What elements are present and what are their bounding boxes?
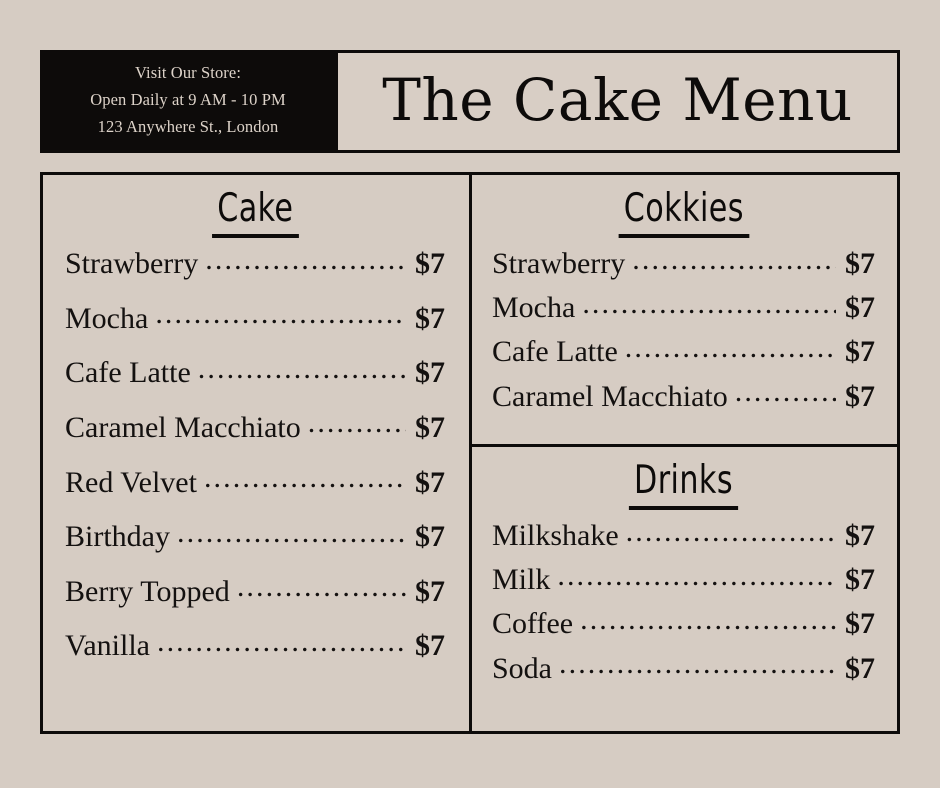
section-heading-cookies: Cokkies: [618, 187, 749, 238]
item-price: $7: [415, 465, 445, 499]
item-name: Soda: [492, 651, 552, 685]
item-name: Caramel Macchiato: [65, 411, 301, 445]
item-price: $7: [415, 247, 445, 281]
menu-row: Soda $7: [492, 650, 875, 684]
menu-row: Coffee $7: [492, 606, 875, 640]
item-name: Caramel Macchiato: [492, 379, 728, 413]
item-price: $7: [845, 651, 875, 685]
menu-row: Milk $7: [492, 562, 875, 596]
title-box: The Cake Menu: [335, 50, 900, 153]
menu-list-drinks: Milkshake $7 Milk $7 Coffee $7: [492, 518, 875, 694]
menu-row: Birthday $7: [65, 519, 445, 553]
dot-leader: [559, 650, 836, 678]
dot-leader: [582, 290, 836, 318]
item-price: $7: [845, 247, 875, 281]
dot-leader: [204, 464, 406, 492]
store-info-line-2: Open Daily at 9 AM - 10 PM: [90, 90, 286, 110]
item-price: $7: [415, 574, 445, 608]
item-name: Red Velvet: [65, 465, 197, 499]
section-heading-cake-wrap: Cake: [65, 187, 445, 238]
menu-row: Strawberry $7: [492, 246, 875, 280]
menu-row: Milkshake $7: [492, 518, 875, 552]
dot-leader: [308, 409, 406, 437]
item-price: $7: [845, 335, 875, 369]
dot-leader: [557, 562, 836, 590]
dot-leader: [157, 628, 406, 656]
item-price: $7: [845, 291, 875, 325]
item-price: $7: [415, 301, 445, 335]
item-name: Mocha: [492, 291, 576, 325]
menu-frame: Cake Strawberry $7 Mocha $7 Cafe Latte: [40, 172, 900, 734]
item-price: $7: [415, 356, 445, 390]
dot-leader: [205, 246, 406, 274]
section-heading-cake: Cake: [211, 187, 299, 238]
item-price: $7: [845, 607, 875, 641]
item-name: Birthday: [65, 520, 170, 554]
dot-leader: [632, 246, 836, 274]
menu-column-right: Cokkies Strawberry $7 Mocha $7 Cafe La: [472, 175, 897, 731]
store-info-block: Visit Our Store: Open Daily at 9 AM - 10…: [40, 50, 336, 153]
item-price: $7: [415, 411, 445, 445]
item-name: Coffee: [492, 607, 574, 641]
menu-row: Mocha $7: [65, 300, 445, 334]
item-price: $7: [845, 563, 875, 597]
menu-list-cookies: Strawberry $7 Mocha $7 Cafe Latte $7: [492, 246, 875, 422]
item-price: $7: [415, 520, 445, 554]
menu-list-cake: Strawberry $7 Mocha $7 Cafe Latte $7: [65, 246, 445, 683]
section-heading-cookies-wrap: Cokkies: [492, 187, 875, 238]
poster-header: Visit Our Store: Open Daily at 9 AM - 10…: [40, 50, 900, 153]
dot-leader: [580, 606, 836, 634]
section-drinks: Drinks Milkshake $7 Milk $7 Coffee: [472, 447, 897, 731]
menu-row: Strawberry $7: [65, 246, 445, 280]
dot-leader: [198, 355, 406, 383]
item-name: Milkshake: [492, 519, 619, 553]
section-heading-drinks-wrap: Drinks: [492, 459, 875, 510]
section-cake: Cake Strawberry $7 Mocha $7 Cafe Latte: [43, 175, 469, 731]
dot-leader: [155, 300, 406, 328]
item-name: Mocha: [65, 301, 149, 335]
menu-row: Caramel Macchiato $7: [65, 409, 445, 443]
dot-leader: [625, 334, 836, 362]
item-name: Milk: [492, 563, 551, 597]
section-heading-drinks: Drinks: [628, 459, 739, 510]
section-cookies: Cokkies Strawberry $7 Mocha $7 Cafe La: [472, 175, 897, 447]
menu-row: Cafe Latte $7: [492, 334, 875, 368]
dot-leader: [626, 518, 836, 546]
menu-row: Red Velvet $7: [65, 464, 445, 498]
dot-leader: [237, 573, 406, 601]
store-info-line-1: Visit Our Store:: [134, 63, 242, 83]
item-name: Strawberry: [492, 247, 626, 281]
menu-column-left: Cake Strawberry $7 Mocha $7 Cafe Latte: [43, 175, 472, 731]
item-name: Cafe Latte: [65, 356, 191, 390]
item-name: Vanilla: [65, 629, 150, 663]
item-name: Cafe Latte: [492, 335, 618, 369]
menu-row: Mocha $7: [492, 290, 875, 324]
item-name: Strawberry: [65, 247, 199, 281]
item-price: $7: [845, 379, 875, 413]
store-info-line-3: 123 Anywhere St., London: [97, 116, 279, 136]
menu-row: Caramel Macchiato $7: [492, 378, 875, 412]
menu-row: Vanilla $7: [65, 628, 445, 662]
page-title: The Cake Menu: [382, 65, 853, 134]
item-price: $7: [845, 519, 875, 553]
menu-row: Berry Topped $7: [65, 573, 445, 607]
menu-row: Cafe Latte $7: [65, 355, 445, 389]
item-name: Berry Topped: [65, 574, 230, 608]
item-price: $7: [415, 629, 445, 663]
dot-leader: [177, 519, 406, 547]
dot-leader: [735, 378, 836, 406]
